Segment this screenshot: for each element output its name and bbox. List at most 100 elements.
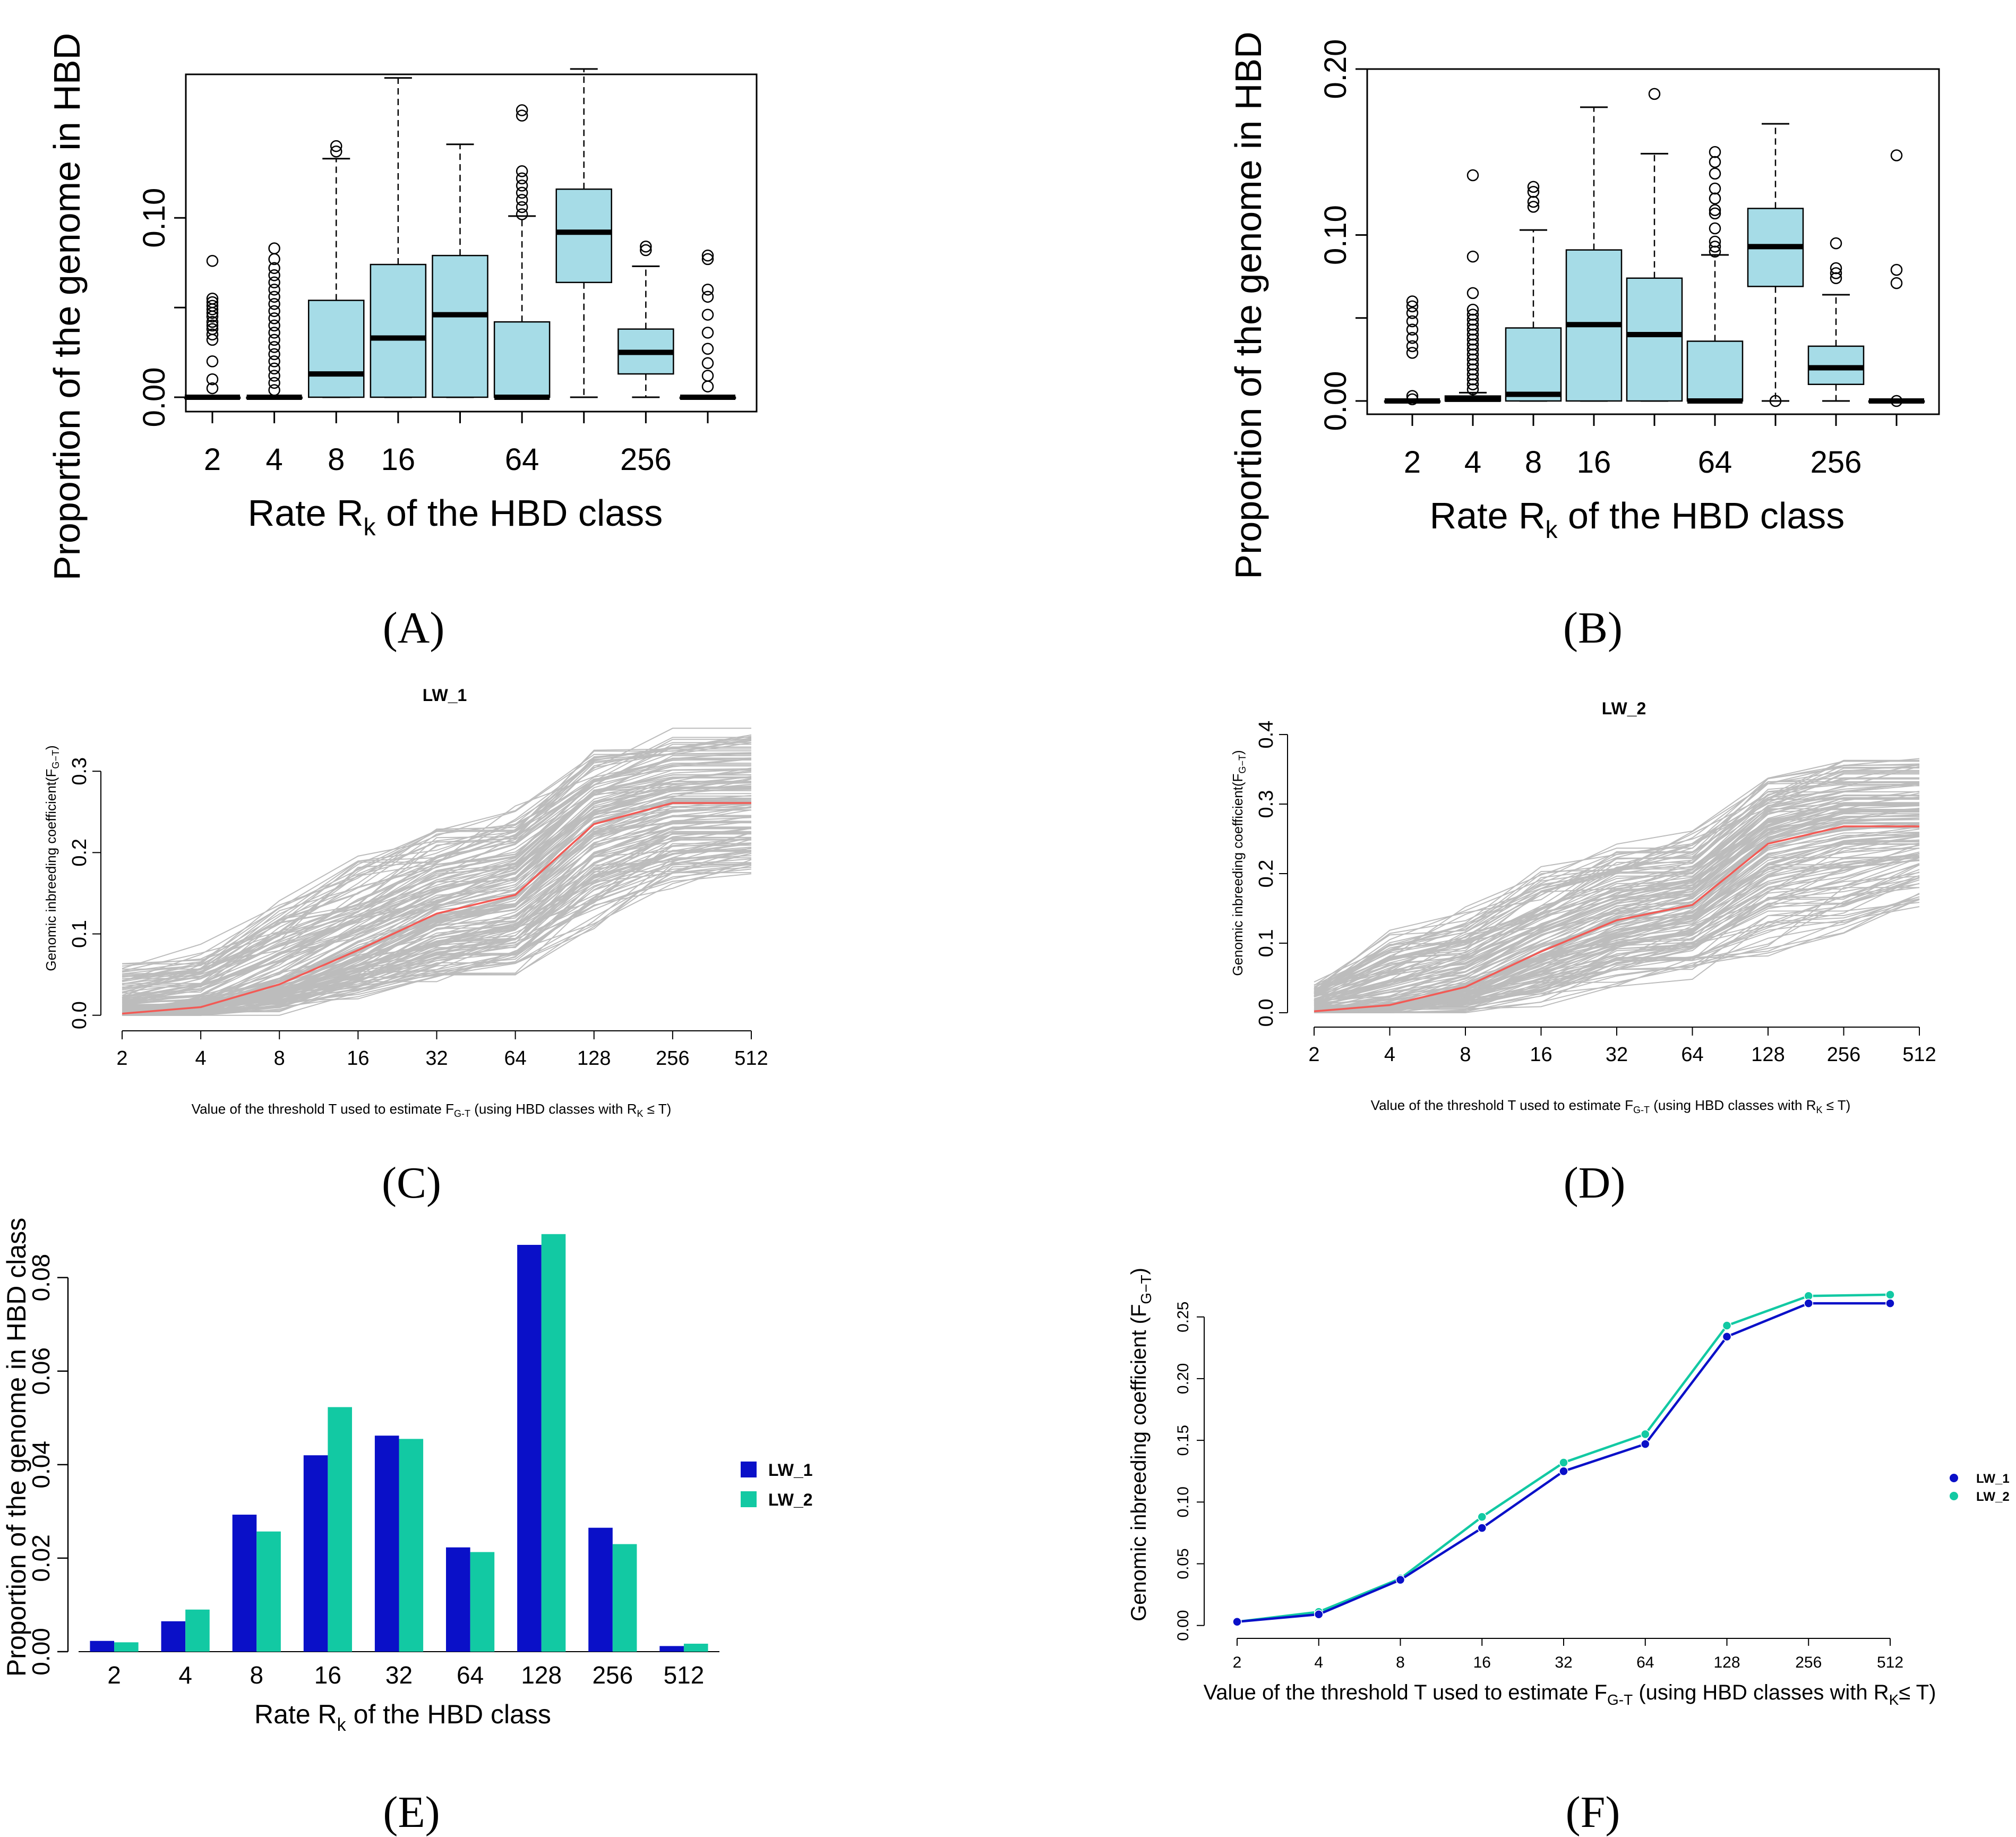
y-tick-label: 0.04 [27, 1441, 55, 1489]
individual-line [1314, 906, 1920, 1013]
y-tick-label: 0.06 [27, 1347, 55, 1395]
x-tick-label: 256 [1811, 445, 1862, 480]
bar-lw_1-128 [517, 1245, 542, 1652]
outlier-point [1406, 315, 1419, 328]
outlier-point [701, 357, 714, 370]
bar-lw_1-32 [374, 1436, 399, 1652]
outlier-point [1406, 307, 1419, 319]
x-axis-title-sub: G-T [454, 1108, 470, 1119]
x-tick-label: 64 [457, 1661, 484, 1689]
outlier-point [206, 255, 219, 267]
box-16 [370, 77, 427, 398]
y-axis-title: Proportion of the genome in HBD [46, 33, 88, 580]
x-axis-title-mid: (using HBD classes with R [1633, 1681, 1889, 1704]
x-tick-label: 4 [1464, 445, 1481, 480]
individual-line [1314, 808, 1920, 1011]
outlier-point [268, 312, 280, 324]
outlier-point [206, 303, 219, 315]
x-axis-title-tail: of the HBD class [346, 1699, 551, 1729]
x-tick-label: 64 [1681, 1044, 1703, 1066]
data-point [1477, 1523, 1487, 1533]
x-tick-label: 64 [505, 442, 539, 477]
box-256 [617, 241, 674, 398]
x-tick-label: 4 [195, 1047, 207, 1070]
bar-lw_2-4 [185, 1609, 210, 1652]
x-axis-title-main: Value of the threshold T used to estimat… [1371, 1097, 1633, 1113]
box-2 [184, 255, 241, 400]
x-tick-label: 128 [577, 1047, 611, 1070]
data-point [1804, 1298, 1813, 1308]
legend-label-lw_1: LW_1 [768, 1460, 813, 1480]
data-point [1559, 1458, 1568, 1467]
individual-lines [122, 728, 752, 1016]
individual-line [1314, 816, 1919, 1013]
outlier-point [1830, 267, 1842, 279]
panel-d-line-chart: 0.0 0.1 0.2 0.3 0.4 2 4 8 16 32 64 128 256 512 LW_2 Gen… [1230, 699, 1936, 1115]
x-tick-label: 16 [314, 1661, 341, 1689]
individual-line [122, 821, 751, 1016]
y-axis-title-main: Genomic inbreeding coefficient(F [43, 769, 59, 971]
outlier-point [1406, 340, 1419, 353]
panel-e-bar-chart: 0.00 0.02 0.04 0.06 0.08 2 4 8 16 32 64 128 256 512 Pr… [2, 1218, 813, 1735]
outlier-point [701, 343, 714, 355]
x-axis-title-tail: ≤ T) [1899, 1681, 1936, 1704]
outlier-point [1406, 390, 1419, 402]
x-tick-label: 256 [620, 442, 672, 477]
individual-line [122, 764, 751, 982]
x-axis-title: Rate Rk of the HBD class [254, 1699, 551, 1735]
x-axis-title-main: Rate R [1430, 495, 1546, 536]
x-axis-title-sub2: K [637, 1108, 644, 1119]
y-axis-title-tail: ) [43, 745, 59, 750]
outlier-point [1709, 192, 1721, 204]
x-tick-label: 256 [656, 1047, 689, 1070]
y-axis-title: Proportion of the genome in HBD [1228, 31, 1269, 579]
panel-letter-b: (B) [1563, 603, 1623, 653]
box-iqr [1505, 327, 1562, 402]
legend-swatch-lw_2 [1950, 1492, 1958, 1500]
individual-line [1314, 835, 1920, 1013]
outlier-point [516, 109, 528, 122]
outlier-point [206, 373, 219, 386]
outlier-point [1709, 207, 1721, 220]
individual-line [122, 765, 751, 1000]
y-axis-title-sub: G−T [1237, 755, 1248, 774]
outlier-point [1830, 237, 1842, 250]
x-tick-label: 8 [250, 1661, 263, 1689]
box-32 [432, 143, 488, 398]
x-tick-label: 2 [107, 1661, 121, 1689]
panel-b-boxplot: 0.00 0.10 0.20 2 4 8 16 64 256 Proportion of the … [1228, 31, 1940, 579]
data-point [1885, 1298, 1895, 1308]
y-tick-label: 0.15 [1174, 1425, 1192, 1456]
x-axis-title-main: Rate R [254, 1699, 337, 1729]
individual-line [122, 815, 751, 1009]
x-tick-label: 16 [1530, 1044, 1552, 1066]
outlier-point [516, 172, 528, 185]
bar-lw_1-8 [232, 1515, 257, 1652]
outlier-point [268, 276, 280, 289]
y-tick-label: 0.08 [27, 1254, 55, 1302]
y-tick-label: 0.10 [1174, 1486, 1192, 1517]
x-tick-label: 512 [1902, 1044, 1936, 1066]
outlier-point [701, 290, 714, 303]
outlier-point [516, 208, 528, 220]
individual-line [122, 747, 751, 978]
individual-line [1314, 805, 1919, 1001]
box-iqr [555, 188, 612, 284]
individual-line [122, 776, 751, 985]
y-tick-label: 0.4 [1255, 721, 1277, 749]
data-point [1641, 1439, 1650, 1449]
x-axis-title: Value of the threshold T used to estimat… [1371, 1097, 1851, 1115]
outlier-point [1769, 395, 1782, 407]
x-tick-label: 256 [1827, 1044, 1860, 1066]
bar-lw_1-512 [659, 1646, 684, 1652]
plot-frame [185, 73, 758, 413]
y-axis-title-main: Genomic inbreeding coefficient (F [1127, 1304, 1151, 1621]
individual-line [1314, 893, 1920, 1013]
x-axis-title-mid: (using HBD classes with R [1650, 1097, 1816, 1113]
box-64 [493, 104, 551, 400]
x-tick-label: 256 [592, 1661, 633, 1689]
outlier-point [206, 382, 219, 395]
outlier-point [268, 290, 280, 303]
box-4 [246, 242, 303, 400]
data-point [1559, 1466, 1568, 1476]
